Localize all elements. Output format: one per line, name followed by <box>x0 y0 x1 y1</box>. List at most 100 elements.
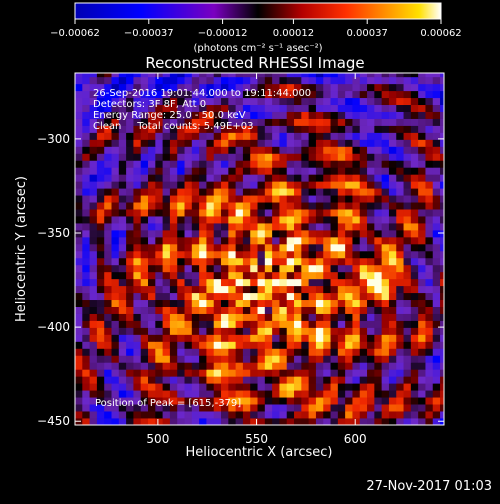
heatmap-cell <box>323 404 331 412</box>
heatmap-cell <box>191 104 200 112</box>
heatmap-cell <box>410 278 419 287</box>
heatmap-cell <box>301 83 310 92</box>
heatmap-cell <box>228 174 237 182</box>
heatmap-cell <box>301 202 310 210</box>
heatmap-cell <box>126 118 134 126</box>
heatmap-cell <box>257 209 266 217</box>
heatmap-cell <box>221 320 229 328</box>
heatmap-cell <box>432 118 441 126</box>
heatmap-cell <box>184 146 193 154</box>
heatmap-cell <box>221 334 229 342</box>
heatmap-cell <box>169 83 178 92</box>
heatmap-cell <box>264 104 273 112</box>
heatmap-cell <box>75 160 83 168</box>
heatmap-cell <box>162 334 171 342</box>
heatmap-cell <box>410 320 419 328</box>
heatmap-cell <box>177 383 185 391</box>
heatmap-cell <box>272 376 280 384</box>
heatmap-cell <box>286 369 295 377</box>
heatmap-cell <box>162 257 171 266</box>
heatmap-cell <box>432 209 441 217</box>
heatmap-cell <box>235 104 244 112</box>
heatmap-cell <box>418 153 426 161</box>
heatmap-cell <box>82 327 90 335</box>
heatmap-cell <box>250 285 258 294</box>
heatmap-cell <box>345 153 353 161</box>
heatmap-cell <box>235 209 244 217</box>
heatmap-cell <box>359 139 368 147</box>
heatmap-cell <box>250 250 258 259</box>
heatmap-cell <box>315 355 324 363</box>
chart-title: Reconstructed RHESSI Image <box>145 54 364 72</box>
heatmap-cell <box>432 404 441 412</box>
heatmap-cell <box>381 209 390 217</box>
heatmap-cell <box>155 132 164 140</box>
heatmap-cell <box>432 278 441 287</box>
heatmap-cell <box>199 153 207 161</box>
heatmap-cell <box>337 73 346 78</box>
heatmap-cell <box>272 320 280 328</box>
heatmap-cell <box>228 73 237 78</box>
heatmap-cell <box>323 174 331 182</box>
heatmap-cell <box>89 153 98 161</box>
heatmap-cell <box>323 243 331 252</box>
heatmap-cell <box>191 376 200 384</box>
heatmap-cell <box>162 362 171 370</box>
heatmap-cell <box>337 236 346 245</box>
heatmap-cell <box>191 153 200 161</box>
heatmap-cell <box>440 362 444 370</box>
heatmap-cell <box>352 376 361 384</box>
heatmap-cell <box>367 411 375 419</box>
colorbar <box>74 2 442 20</box>
heatmap-cell <box>177 90 185 99</box>
heatmap-cell <box>425 341 434 349</box>
heatmap-cell <box>301 146 310 154</box>
heatmap-cell <box>169 397 178 405</box>
heatmap-cell <box>169 181 178 189</box>
heatmap-cell <box>264 390 273 398</box>
heatmap-cell <box>96 195 105 203</box>
heatmap-cell <box>410 383 419 391</box>
heatmap-cell <box>440 223 444 231</box>
heatmap-cell <box>279 369 288 377</box>
heatmap-cell <box>294 327 302 335</box>
heatmap-cell <box>213 83 222 92</box>
heatmap-cell <box>396 104 404 112</box>
heatmap-cell <box>221 313 229 321</box>
heatmap-cell <box>75 125 83 133</box>
heatmap-cell <box>162 139 171 147</box>
heatmap-cell <box>308 418 317 425</box>
heatmap-cell <box>279 320 288 328</box>
heatmap-cell <box>162 181 171 189</box>
heatmap-cell <box>367 202 375 210</box>
heatmap-cell <box>104 264 112 273</box>
heatmap-cell <box>191 292 200 301</box>
heatmap-cell <box>323 216 331 224</box>
heatmap-cell <box>75 299 83 307</box>
heatmap-cell <box>403 216 412 224</box>
heatmap-cell <box>388 160 397 168</box>
heatmap-cell <box>323 118 331 126</box>
heatmap-cell <box>272 327 280 335</box>
heatmap-cell <box>228 271 237 280</box>
heatmap-cell <box>221 278 229 287</box>
heatmap-cell <box>155 90 164 99</box>
heatmap-cell <box>221 390 229 398</box>
heatmap-cell <box>118 174 127 182</box>
heatmap-cell <box>345 376 353 384</box>
heatmap-cell <box>140 195 149 203</box>
heatmap-cell <box>191 195 200 203</box>
heatmap-cell <box>388 223 397 231</box>
heatmap-cell <box>177 97 185 106</box>
heatmap-cell <box>323 327 331 335</box>
heatmap-cell <box>89 209 98 217</box>
heatmap-cell <box>440 313 444 321</box>
heatmap-cell <box>155 139 164 147</box>
heatmap-cell <box>199 327 207 335</box>
heatmap-cell <box>294 320 302 328</box>
heatmap-cell <box>418 369 426 377</box>
heatmap-cell <box>403 153 412 161</box>
heatmap-cell <box>337 139 346 147</box>
heatmap-cell <box>418 125 426 133</box>
heatmap-cell <box>272 264 280 273</box>
